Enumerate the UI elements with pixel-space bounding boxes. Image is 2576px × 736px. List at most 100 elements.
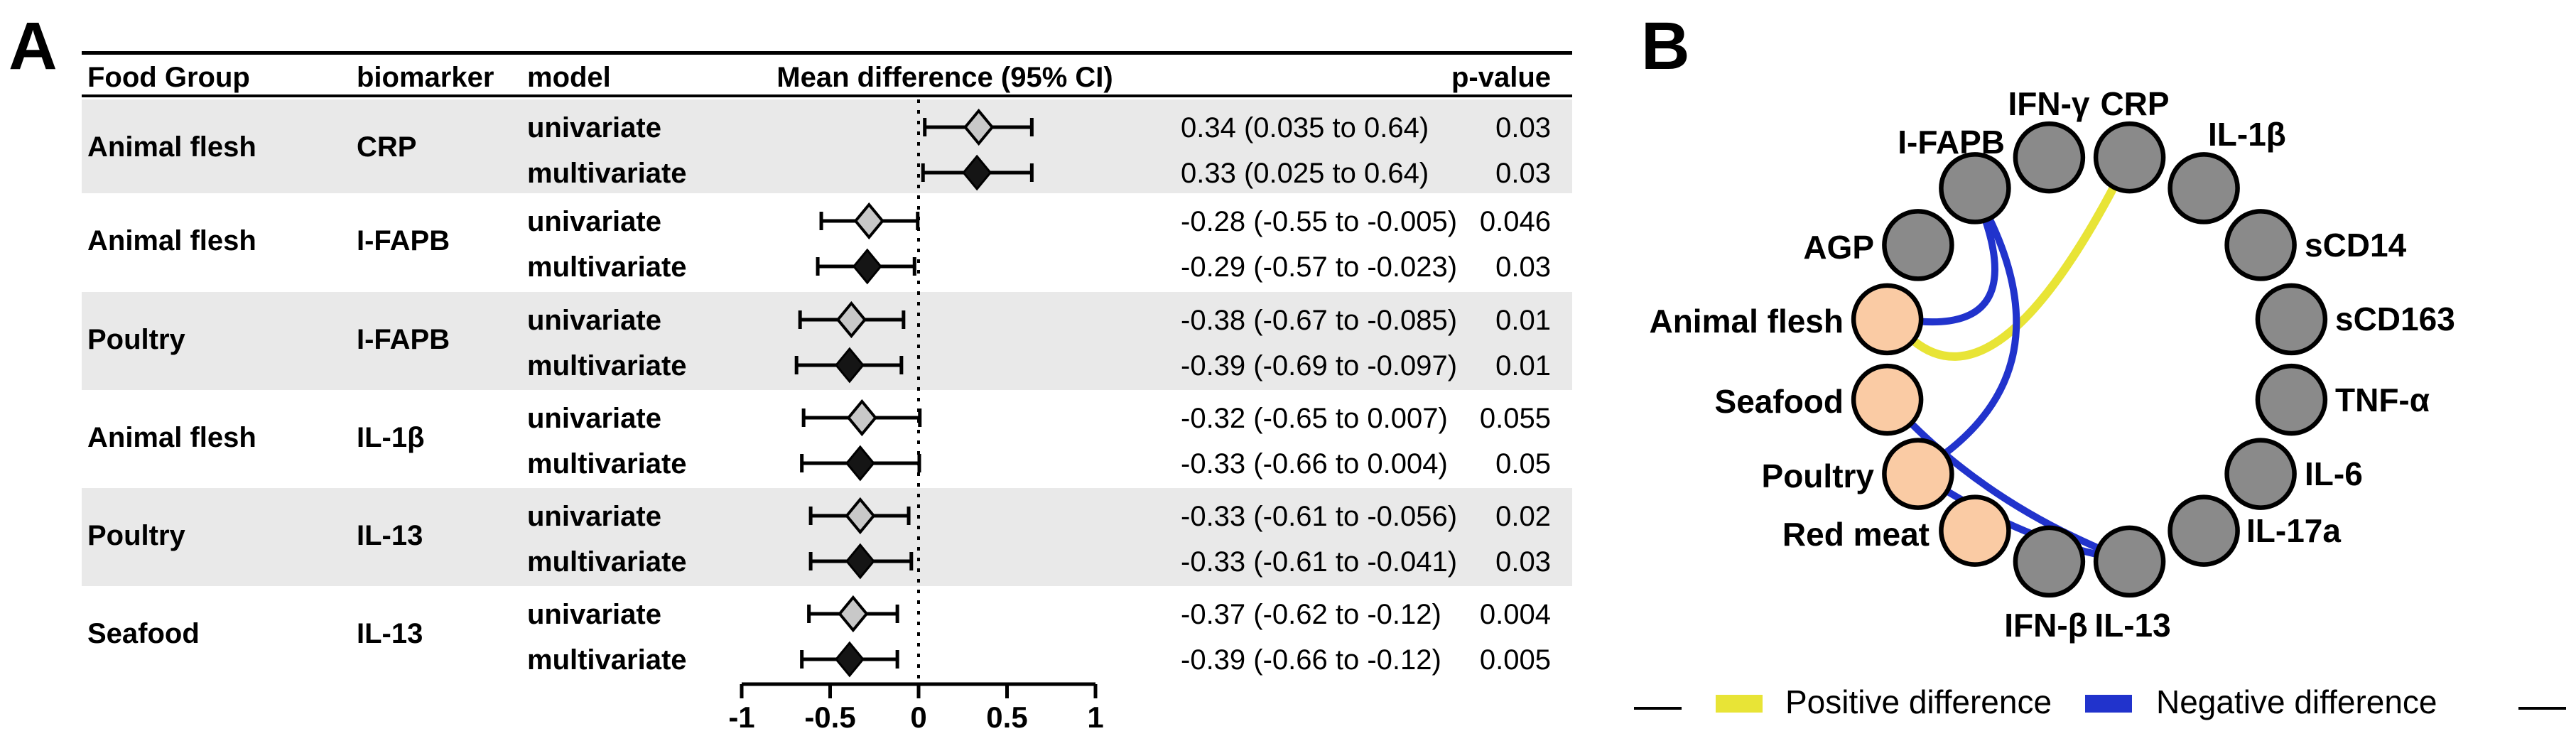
network-node-label: Red meat — [1782, 516, 1930, 553]
network-node-food — [1851, 363, 1924, 436]
forest-plot-layer — [794, 108, 1034, 678]
p-value-cell: 0.046 — [1480, 206, 1551, 237]
p-value-cell: 0.05 — [1495, 448, 1551, 480]
multivariate-diamond-marker — [962, 154, 992, 191]
table-rows-layer: Animal flesh CRP univariate 0.34 (0.035 to … — [87, 112, 1551, 676]
univariate-diamond-marker — [845, 497, 876, 535]
network-node-biomarker — [1882, 209, 1954, 281]
multivariate-diamond-marker — [834, 641, 865, 678]
panel-a: A Food Group biomarker model Mean differ… — [9, 9, 1572, 734]
network-node-biomarker — [2224, 209, 2297, 281]
col-header-mean-difference: Mean difference (95% CI) — [776, 62, 1113, 93]
ci-cell: -0.28 (-0.55 to -0.005) — [1181, 206, 1457, 237]
positive-difference-swatch — [1716, 695, 1763, 713]
biomarker-cell: IL-13 — [357, 520, 423, 551]
biomarker-cell: IL-1β — [357, 422, 425, 453]
food-group-cell: Poultry — [87, 520, 186, 551]
network-node-label: sCD14 — [2305, 227, 2407, 264]
model-cell: multivariate — [527, 546, 687, 578]
p-value-cell: 0.01 — [1495, 305, 1551, 336]
biomarker-cell: I-FAPB — [357, 225, 450, 256]
table-band-layer — [82, 99, 1572, 586]
negative-difference-label: Negative difference — [2156, 683, 2437, 720]
x-axis-tick-label: 0.5 — [986, 700, 1027, 734]
network-edge-negative — [1941, 215, 2020, 458]
network-node-food — [1882, 438, 1954, 510]
model-cell: univariate — [527, 112, 661, 144]
model-cell: multivariate — [527, 644, 687, 676]
network-node-label: AGP — [1803, 229, 1874, 266]
p-value-cell: 0.03 — [1495, 158, 1551, 189]
x-axis-tick-label: 1 — [1087, 700, 1103, 734]
ci-cell: -0.39 (-0.66 to -0.12) — [1181, 644, 1441, 676]
network-node-label: IL-1β — [2208, 116, 2286, 153]
network-node-biomarker — [2168, 494, 2240, 567]
table-band — [82, 99, 1572, 193]
food-group-cell: Seafood — [87, 618, 200, 649]
network-node-biomarker — [2168, 152, 2240, 224]
col-header-biomarker: biomarker — [357, 62, 494, 93]
x-axis-ticks: -1 -0.5 0 0.5 1 — [728, 684, 1104, 734]
x-axis-tick-label: 0 — [910, 700, 926, 734]
biomarker-cell: CRP — [357, 131, 416, 163]
network-nodes-layer — [1851, 121, 2328, 598]
ci-cell: -0.38 (-0.67 to -0.085) — [1181, 305, 1457, 336]
univariate-diamond-marker — [853, 202, 884, 240]
ci-cell: -0.39 (-0.69 to -0.097) — [1181, 350, 1457, 381]
p-value-cell: 0.03 — [1495, 251, 1551, 283]
negative-difference-swatch — [2085, 695, 2132, 713]
ci-cell: 0.34 (0.035 to 0.64) — [1181, 112, 1429, 144]
network-node-label: IFN-β — [2004, 607, 2088, 644]
positive-difference-label: Positive difference — [1785, 683, 2052, 720]
biomarker-cell: IL-13 — [357, 618, 423, 649]
food-group-cell: Animal flesh — [87, 225, 256, 256]
network-labels-layer: CRPIL-1βsCD14sCD163TNF-αIL-6IL-17aIL-13I… — [1649, 85, 2455, 644]
network-node-biomarker — [2093, 121, 2166, 194]
multivariate-diamond-marker — [852, 248, 882, 285]
table-header-row: Food Group biomarker model Mean differen… — [87, 62, 1551, 93]
ci-cell: 0.33 (0.025 to 0.64) — [1181, 158, 1429, 189]
table-band — [82, 488, 1572, 586]
p-value-cell: 0.01 — [1495, 350, 1551, 381]
panel-b-label: B — [1641, 9, 1690, 84]
network-node-biomarker — [2255, 363, 2328, 436]
ci-cell: -0.33 (-0.61 to -0.041) — [1181, 546, 1457, 578]
model-cell: multivariate — [527, 251, 687, 283]
model-cell: univariate — [527, 206, 661, 237]
panel-b: B CRP IL-1β sCD14 sCD163 TNF-α IL-6 IL-17a IL-1… — [1634, 9, 2566, 720]
network-node-label: sCD163 — [2335, 301, 2455, 337]
model-cell: univariate — [527, 501, 661, 532]
network-node-food — [1939, 494, 2011, 567]
multivariate-diamond-marker — [845, 445, 875, 482]
p-value-cell: 0.03 — [1495, 112, 1551, 144]
network-node-biomarker — [2013, 525, 2086, 598]
p-value-cell: 0.055 — [1480, 403, 1551, 434]
table-top-rule — [82, 51, 1572, 55]
network-node-biomarker — [2224, 438, 2297, 510]
network-node-label: Animal flesh — [1649, 303, 1844, 340]
panel-a-label: A — [9, 9, 58, 84]
ci-cell: -0.32 (-0.65 to 0.007) — [1181, 403, 1448, 434]
univariate-diamond-marker — [963, 108, 995, 146]
network-node-biomarker — [2255, 283, 2328, 356]
network-node-biomarker — [1939, 152, 2011, 224]
model-cell: multivariate — [527, 448, 687, 480]
food-group-cell: Animal flesh — [87, 131, 256, 163]
model-cell: multivariate — [527, 350, 687, 381]
model-cell: univariate — [527, 599, 661, 630]
ci-cell: -0.33 (-0.66 to 0.004) — [1181, 448, 1448, 480]
col-header-p-value: p-value — [1451, 62, 1551, 93]
food-group-cell: Animal flesh — [87, 422, 256, 453]
univariate-diamond-marker — [838, 595, 869, 633]
network-node-biomarker — [2013, 121, 2086, 194]
col-header-food-group: Food Group — [87, 62, 250, 93]
table-band — [82, 292, 1572, 390]
multivariate-diamond-marker — [834, 347, 865, 384]
network-edge-positive — [1909, 183, 2118, 361]
x-axis-tick-label: -1 — [728, 700, 754, 734]
network-node-label: Seafood — [1715, 383, 1844, 420]
network-node-biomarker — [2093, 525, 2166, 598]
network-node-label: TNF-α — [2335, 381, 2430, 418]
food-group-cell: Poultry — [87, 324, 186, 355]
